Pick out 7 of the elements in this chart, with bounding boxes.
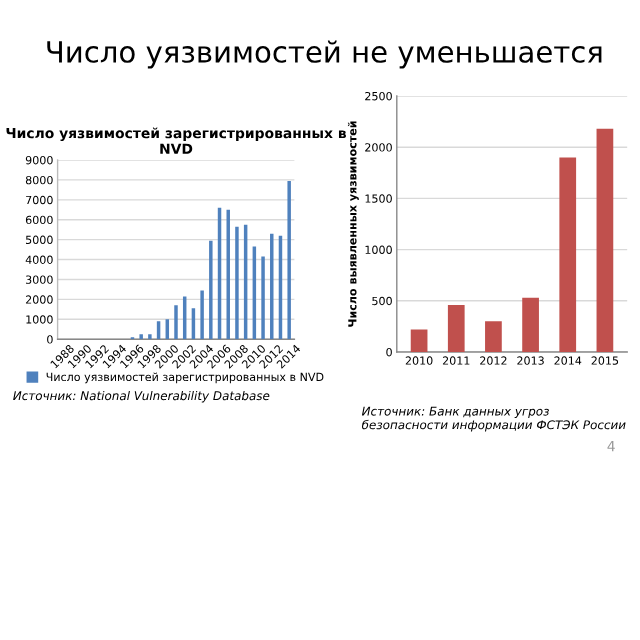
bar bbox=[522, 297, 539, 352]
bar bbox=[559, 157, 577, 352]
bar bbox=[447, 304, 465, 352]
bar bbox=[485, 321, 502, 352]
bar bbox=[410, 329, 428, 352]
chart-title: Число уязвимостей не уменьшается bbox=[47, 40, 602, 69]
bar bbox=[596, 128, 614, 352]
